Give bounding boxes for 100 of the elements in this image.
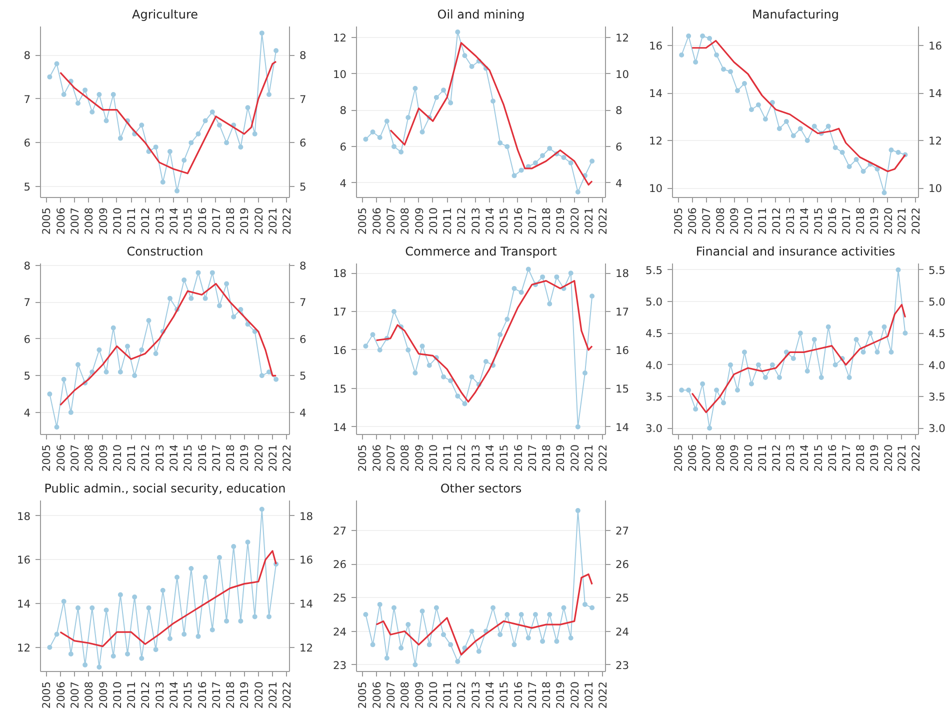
- x-tick-label: 2022: [596, 444, 610, 472]
- y2-tick-label: 14: [928, 87, 942, 100]
- x-tick-label: 2009: [412, 207, 426, 235]
- x-tick-label: 2006: [370, 207, 384, 235]
- x-tick-label: 2015: [498, 207, 511, 235]
- x-tick-label: 2013: [469, 444, 482, 472]
- x-tick-label: 2020: [568, 207, 582, 235]
- y-tick-label: 12: [16, 641, 31, 654]
- x-tick-label: 2021: [266, 207, 280, 235]
- x-tick-label: 2005: [40, 444, 54, 472]
- y-tick-label: 26: [332, 558, 347, 572]
- y2-tick-label: 8: [300, 259, 306, 272]
- x-tick-label: 2009: [96, 681, 110, 709]
- x-tick-label: 2011: [756, 444, 769, 472]
- x-tick-label: 2010: [742, 444, 755, 472]
- x-tick-label: 2014: [483, 444, 496, 472]
- x-tick-label: 2013: [784, 444, 797, 472]
- y2-tick-label: 15: [616, 382, 630, 396]
- x-tick-label: 2021: [266, 681, 280, 709]
- x-tick-label: 2005: [40, 681, 54, 709]
- y-tick-label: 7: [24, 296, 30, 310]
- x-tick-label: 2010: [426, 681, 440, 709]
- y2-tick-label: 5: [300, 370, 306, 383]
- y-tick-label: 6: [340, 140, 347, 154]
- x-tick-label: 2008: [398, 444, 412, 472]
- x-tick-label: 2016: [512, 207, 525, 235]
- y-tick-label: 24: [332, 625, 347, 638]
- y2-tick-label: 5.0: [928, 296, 946, 308]
- y2-tick-label: 25: [616, 592, 630, 605]
- y-tick-label: 12: [332, 31, 347, 44]
- x-tick-label: 2010: [110, 681, 124, 709]
- y2-tick-label: 6: [616, 140, 622, 154]
- x-tick-label: 2010: [742, 207, 755, 235]
- x-tick-label: 2006: [54, 681, 68, 709]
- x-tick-label: 2020: [252, 444, 266, 472]
- y-tick-label: 8: [24, 259, 31, 272]
- x-tick-label: 2018: [224, 444, 238, 472]
- x-tick-label: 2012: [770, 444, 783, 472]
- x-tick-label: 2021: [896, 207, 909, 235]
- x-tick-label: 2007: [700, 444, 714, 472]
- y-tick-label: 6: [24, 136, 31, 150]
- y-tick-label: 3.5: [646, 390, 663, 404]
- x-tick-label: 2019: [554, 681, 568, 709]
- x-tick-label: 2010: [110, 444, 124, 472]
- y-tick-label: 5: [24, 180, 30, 194]
- y-tick-label: 17: [332, 306, 347, 319]
- y2-tick-label: 27: [616, 524, 630, 538]
- y2-tick-label: 18: [616, 267, 630, 280]
- x-tick-label: 2017: [526, 444, 539, 472]
- x-tick-label: 2011: [125, 681, 138, 709]
- x-tick-label: 2017: [210, 444, 223, 472]
- x-tick-label: 2006: [686, 207, 700, 235]
- x-tick-label: 2008: [398, 681, 412, 709]
- y2-tick-label: 8: [300, 49, 306, 62]
- x-tick-label: 2006: [54, 207, 68, 235]
- y2-tick-label: 7: [300, 296, 306, 310]
- x-tick-label: 2022: [596, 681, 610, 709]
- x-tick-label: 2013: [153, 444, 166, 472]
- x-tick-label: 2019: [868, 444, 881, 472]
- x-tick-label: 2006: [686, 444, 700, 472]
- x-tick-label: 2018: [854, 444, 867, 472]
- y2-tick-label: 5.5: [928, 264, 946, 277]
- x-tick-label: 2011: [441, 207, 454, 235]
- y-tick-label: 18: [16, 510, 31, 523]
- x-tick-label: 2013: [784, 207, 797, 235]
- x-tick-label: 2008: [82, 444, 96, 472]
- x-tick-label: 2013: [469, 681, 482, 709]
- y-tick-label: 14: [332, 420, 347, 434]
- x-tick-label: 2015: [182, 444, 195, 472]
- x-tick-label: 2020: [252, 681, 266, 709]
- x-tick-label: 2013: [153, 681, 166, 709]
- x-tick-label: 2016: [196, 444, 209, 472]
- x-tick-label: 2016: [196, 207, 209, 235]
- x-tick-label: 2015: [812, 444, 825, 472]
- y2-tick-label: 23: [616, 658, 630, 672]
- x-tick-label: 2012: [139, 444, 152, 472]
- x-tick-label: 2012: [139, 681, 152, 709]
- y2-tick-label: 12: [928, 134, 942, 148]
- y-tick-label: 8: [24, 49, 31, 62]
- x-tick-label: 2012: [455, 681, 468, 709]
- chart-title: Manufacturing: [752, 8, 839, 22]
- x-tick-label: 2014: [483, 207, 496, 235]
- y2-tick-label: 5: [300, 180, 306, 194]
- y2-tick-label: 12: [300, 641, 314, 654]
- x-tick-label: 2005: [356, 207, 370, 235]
- x-tick-label: 2011: [125, 207, 138, 235]
- x-tick-label: 2007: [384, 207, 398, 235]
- x-tick-label: 2019: [238, 444, 252, 472]
- x-tick-label: 2019: [868, 207, 881, 235]
- y2-tick-label: 16: [616, 344, 630, 357]
- x-tick-label: 2020: [882, 207, 895, 235]
- chart-title: Commerce and Transport: [405, 244, 558, 258]
- y2-tick-label: 10: [928, 182, 942, 195]
- y2-tick-label: 17: [616, 306, 630, 319]
- x-tick-label: 2021: [582, 207, 596, 235]
- y-tick-label: 3.0: [646, 422, 663, 436]
- x-tick-label: 2017: [840, 207, 853, 235]
- y-tick-label: 5.5: [646, 264, 663, 277]
- x-tick-label: 2018: [540, 207, 554, 235]
- y-tick-label: 23: [332, 658, 347, 672]
